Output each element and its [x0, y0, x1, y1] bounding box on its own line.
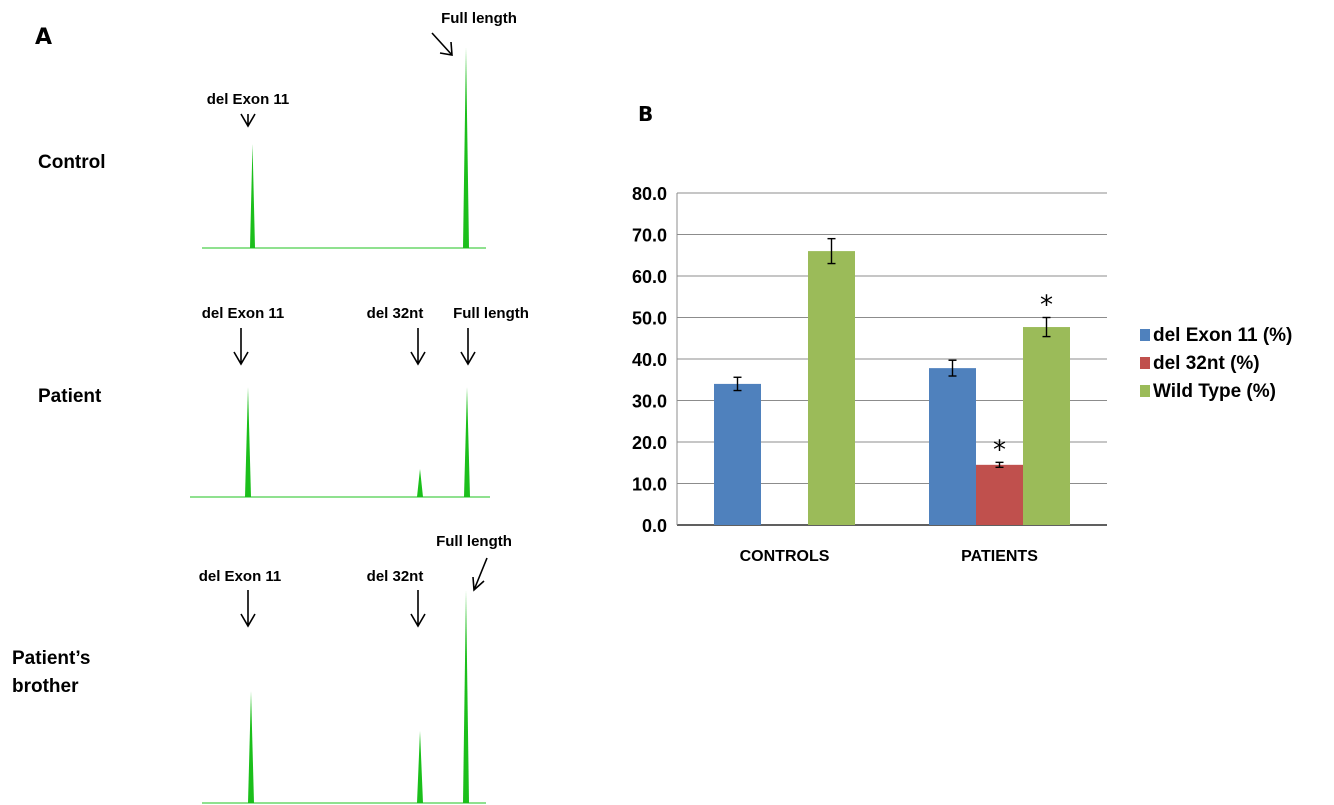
control-peak-label-del-exon11: del Exon 11 [207, 91, 290, 108]
bar-controls-del-exon-11 [714, 383, 761, 525]
legend-entry: del Exon 11 (%) [1153, 325, 1292, 346]
brother-peak-label-del-32nt: del 32nt [367, 568, 424, 585]
brother-sample-label-line2: brother [12, 676, 79, 697]
patient-peak-del-exon11 [245, 387, 251, 497]
panel-a-letter: A [35, 25, 52, 50]
brother-peak-del-32nt [417, 731, 423, 803]
y-tick-label: 10.0 [632, 475, 667, 495]
brother-peak-label-del-exon11: del Exon 11 [199, 568, 282, 585]
patient-arrow-del-exon11 [233, 328, 249, 366]
patient-peak-full-length [464, 387, 470, 497]
patient-trace-group: Patient del Exon 11 del 32nt Full length [38, 305, 529, 498]
y-tick-label: 30.0 [632, 392, 667, 412]
legend-entry: del 32nt (%) [1153, 353, 1260, 374]
patient-peak-label-del-exon11: del Exon 11 [202, 305, 285, 322]
panel-b-letter: B [638, 102, 653, 126]
patient-peak-del-32nt [417, 469, 423, 497]
brother-trace-group: Patient’s brother del Exon 11 del 32nt F… [12, 533, 512, 804]
control-peak-full-length [463, 47, 469, 248]
patient-arrow-del-32nt [410, 328, 426, 366]
legend-swatch [1140, 357, 1150, 369]
y-tick-label: 70.0 [632, 226, 667, 246]
y-tick-label: 0.0 [642, 516, 667, 536]
bar-patients-del-exon-11 [929, 368, 976, 525]
patient-peak-label-del-32nt: del 32nt [367, 305, 424, 322]
patient-sample-label: Patient [38, 386, 102, 407]
y-tick-label: 80.0 [632, 184, 667, 204]
patient-arrow-full-length [460, 328, 476, 366]
brother-arrow-full-length [472, 557, 488, 592]
bar-chart: 0.0 10.0 20.0 30.0 40.0 50.0 60.0 70.0 80.0 CONTR… [632, 184, 1292, 565]
legend-swatch [1140, 385, 1150, 397]
brother-arrow-del-exon11 [240, 590, 256, 628]
brother-peak-del-exon11 [248, 691, 254, 803]
control-arrow-full-length [431, 32, 453, 56]
brother-peak-full-length [463, 590, 469, 803]
brother-peak-label-full-length: Full length [436, 533, 512, 550]
x-category-label: PATIENTS [961, 548, 1038, 565]
control-peak-label-full-length: Full length [441, 10, 517, 27]
brother-sample-label-line1: Patient’s [12, 648, 91, 669]
control-arrow-del-exon11 [240, 113, 256, 128]
bar-patients-wild-type [1023, 327, 1070, 525]
y-tick-label: 40.0 [632, 350, 667, 370]
control-trace-group: Control del Exon 11 Full length [38, 10, 517, 249]
patient-peak-label-full-length: Full length [453, 305, 529, 322]
control-peak-del-exon11 [250, 144, 255, 248]
y-tick-label: 50.0 [632, 309, 667, 329]
y-tick-label: 20.0 [632, 433, 667, 453]
significance-asterisk: * [993, 435, 1006, 465]
bar-controls-wild-type [808, 251, 855, 525]
control-sample-label: Control [38, 152, 106, 173]
legend-swatch [1140, 329, 1150, 341]
brother-arrow-del-32nt [410, 590, 426, 628]
significance-asterisk: * [1040, 291, 1053, 321]
x-category-label: CONTROLS [740, 548, 830, 565]
legend-entry: Wild Type (%) [1153, 381, 1276, 402]
y-tick-label: 60.0 [632, 267, 667, 287]
bar-patients-del-32nt [976, 464, 1023, 525]
